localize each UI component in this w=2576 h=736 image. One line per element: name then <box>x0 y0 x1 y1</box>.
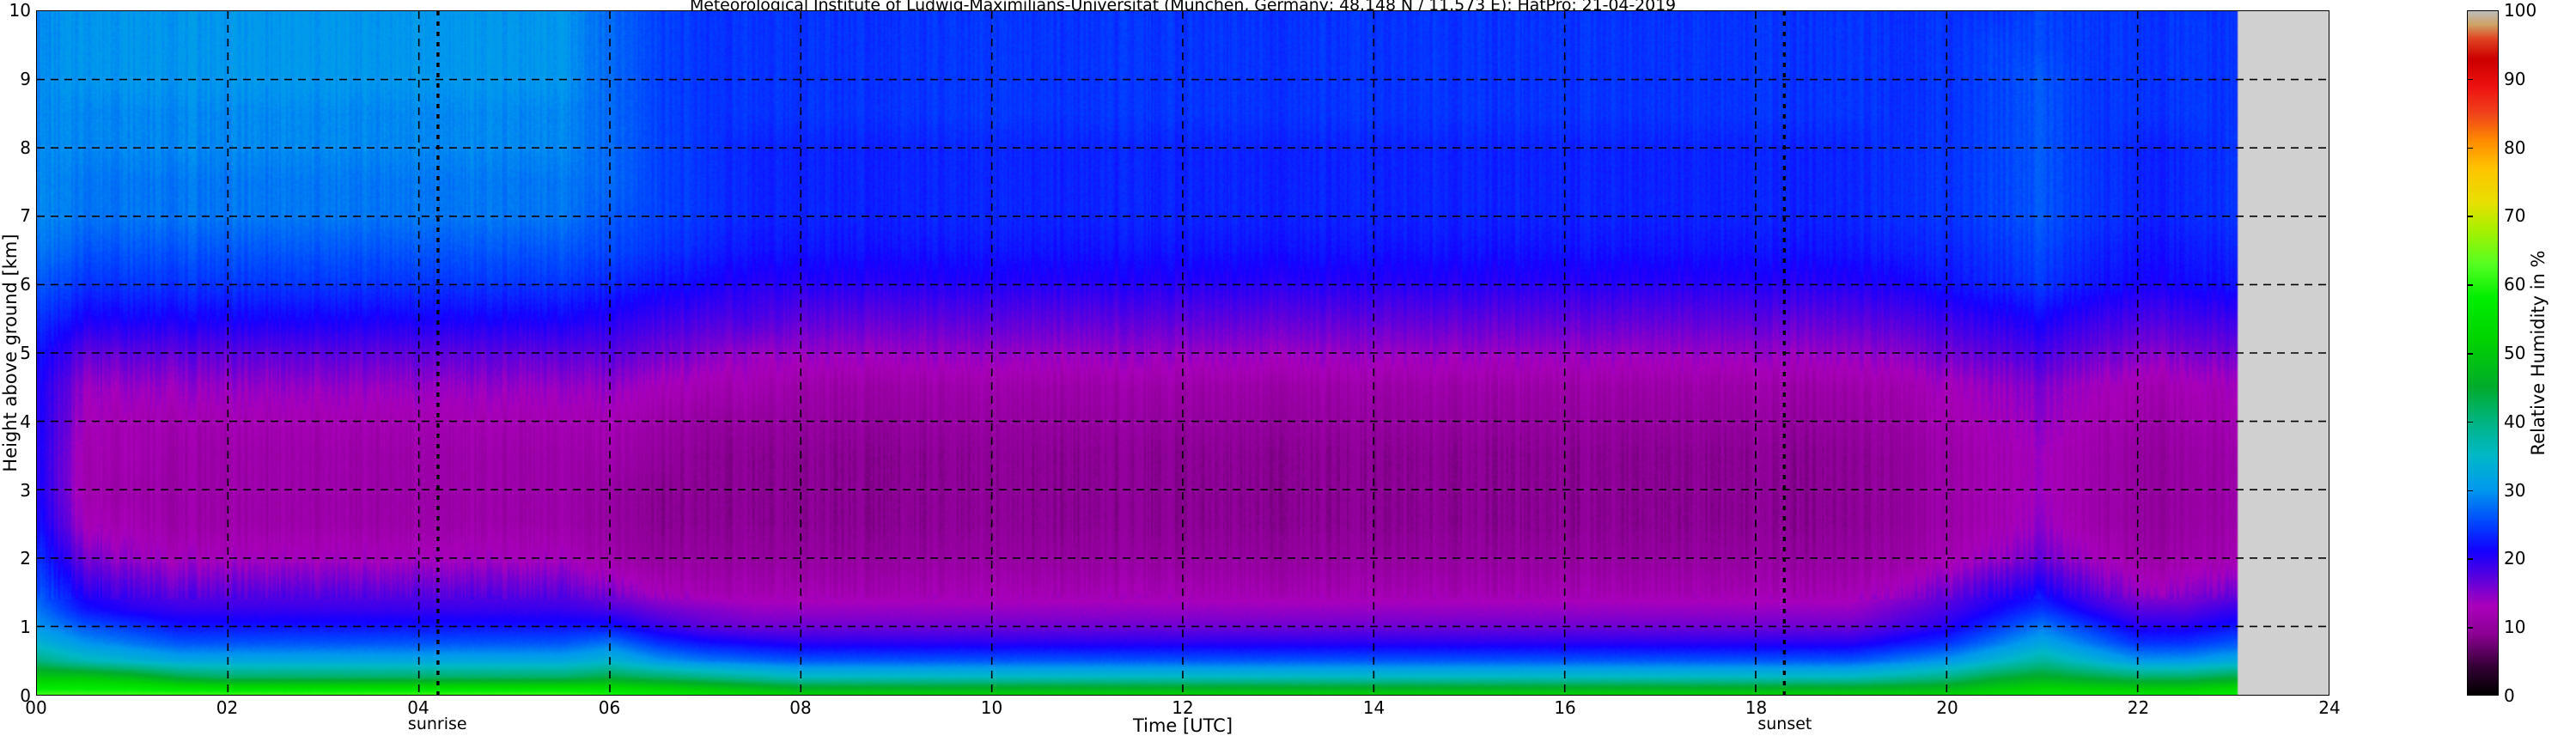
x-tick-label: 06 <box>598 697 621 718</box>
colorbar-tick-mark <box>2467 216 2473 217</box>
y-tick-label: 9 <box>20 68 31 89</box>
x-tick-label: 10 <box>980 697 1003 718</box>
y-tick-label: 6 <box>20 274 31 295</box>
colorbar-tick-mark <box>2467 78 2473 81</box>
y-tick-label: 1 <box>20 617 31 638</box>
colorbar-tick-mark <box>2467 627 2473 629</box>
colorbar-tick-mark <box>2467 421 2473 423</box>
sunrise-label: sunrise <box>407 715 467 733</box>
colorbar-tick-label: 60 <box>2504 274 2526 295</box>
y-tick-label: 0 <box>20 685 31 706</box>
x-tick-label: 00 <box>25 697 47 718</box>
x-tick-label: 16 <box>1554 697 1576 718</box>
colorbar-tick-label: 90 <box>2504 68 2526 89</box>
x-tick-label: 12 <box>1172 697 1194 718</box>
y-tick-label: 2 <box>20 548 31 569</box>
x-axis-title: Time [UTC] <box>1132 715 1233 736</box>
colorbar-tick-label: 0 <box>2504 685 2515 706</box>
y-tick-label: 7 <box>20 205 31 227</box>
heatmap-plot-area <box>36 10 2329 696</box>
colorbar-tick-label: 10 <box>2504 617 2526 638</box>
colorbar-tick-label: 80 <box>2504 137 2526 158</box>
colorbar-tick-label: 30 <box>2504 479 2526 501</box>
y-axis-title: Height above ground [km] <box>0 234 21 472</box>
y-tick-label: 10 <box>9 0 31 21</box>
colorbar-tick-label: 70 <box>2504 205 2526 227</box>
x-tick-label: 08 <box>789 697 812 718</box>
colorbar-tick-label: 40 <box>2504 411 2526 432</box>
y-tick-label: 8 <box>20 137 31 158</box>
x-tick-label: 22 <box>2127 697 2150 718</box>
sunset-label: sunset <box>1757 715 1812 733</box>
x-tick-label: 18 <box>1745 697 1768 718</box>
colorbar-tick-label: 20 <box>2504 548 2526 569</box>
colorbar-tick-mark <box>2467 147 2473 149</box>
x-tick-label: 02 <box>216 697 239 718</box>
heatmap-canvas <box>37 11 2329 695</box>
colorbar-tick-mark <box>2467 490 2473 492</box>
y-tick-label: 4 <box>20 411 31 432</box>
colorbar-tick-mark <box>2467 353 2473 355</box>
colorbar-tick-label: 100 <box>2504 0 2537 21</box>
y-tick-label: 5 <box>20 343 31 363</box>
x-tick-label: 24 <box>2318 697 2341 718</box>
colorbar-tick-label: 50 <box>2504 343 2526 363</box>
colorbar-tick-mark <box>2467 284 2473 286</box>
x-tick-label: 20 <box>1936 697 1958 718</box>
x-tick-label: 04 <box>407 697 429 718</box>
colorbar-title: Relative Humidity in % <box>2528 250 2549 456</box>
y-tick-label: 3 <box>20 479 31 501</box>
x-tick-label: 14 <box>1362 697 1385 718</box>
colorbar-tick-mark <box>2467 558 2473 560</box>
